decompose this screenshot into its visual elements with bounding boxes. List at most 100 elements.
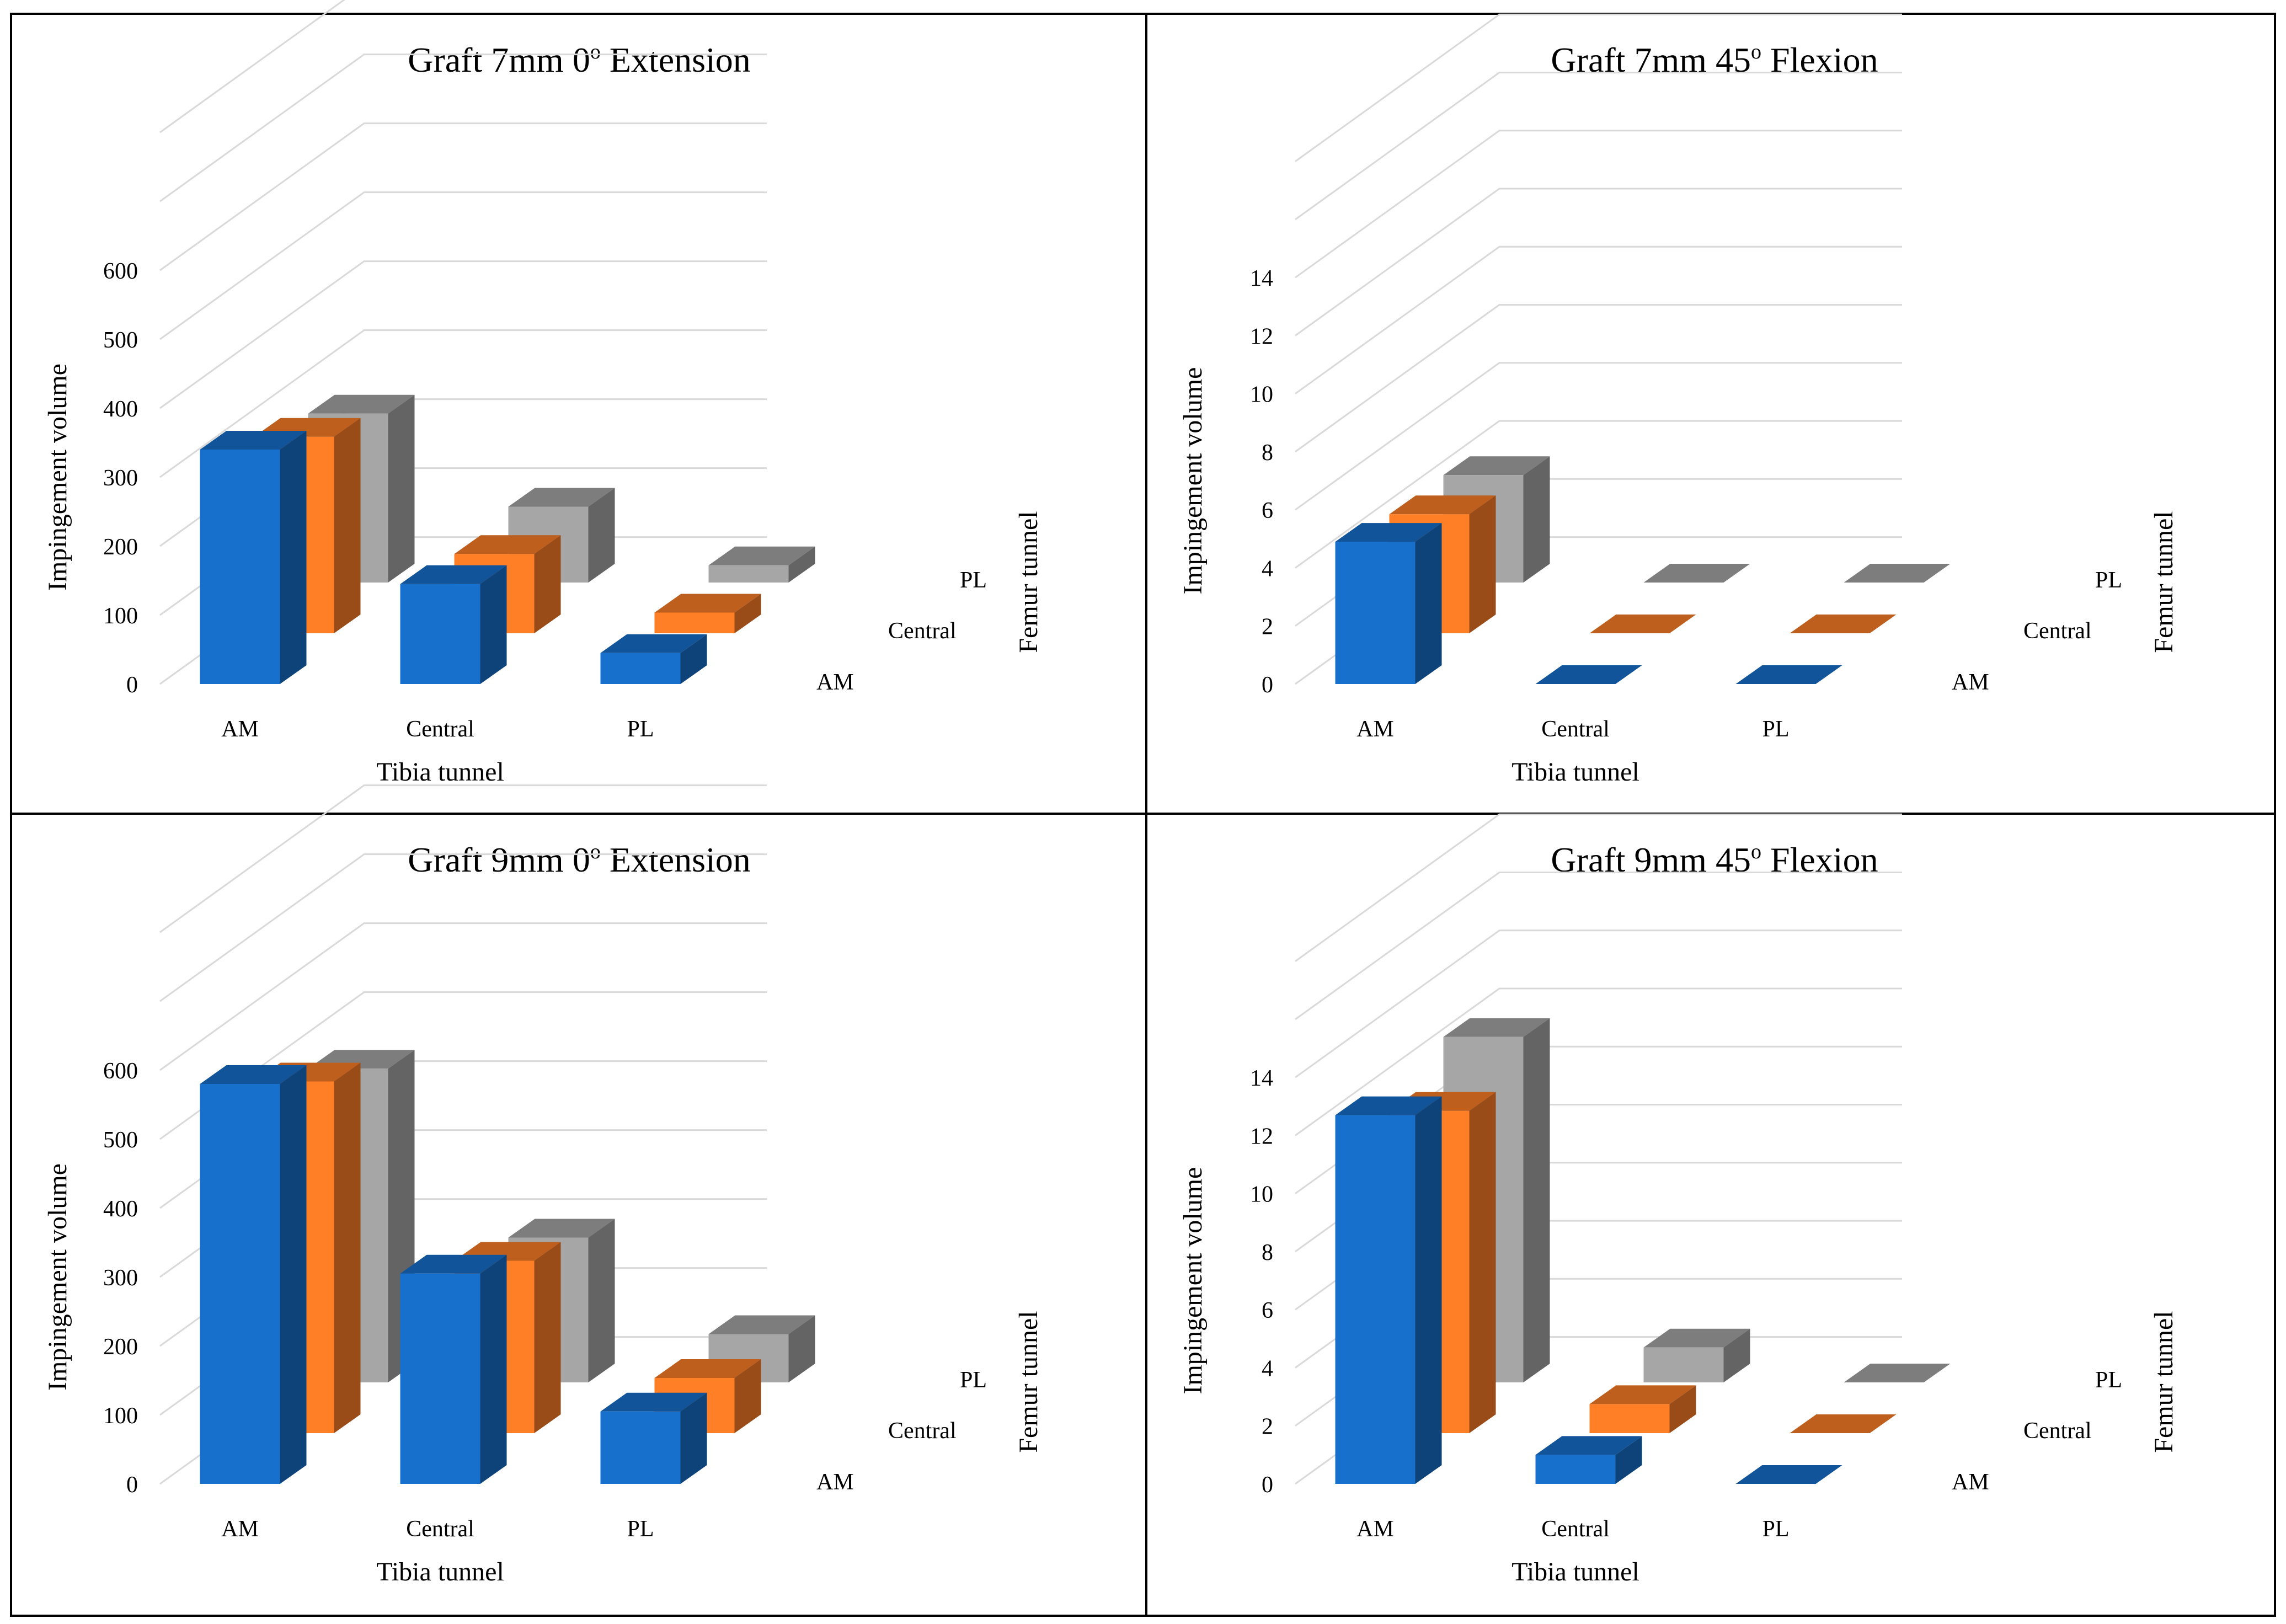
depth-row-label: Central	[888, 1418, 957, 1444]
y-tick-label: 6	[1262, 498, 1273, 523]
chart-title: Graft 9mm 0o Extension	[408, 840, 751, 879]
chart-panel-4: Graft 9mm 45o Flexion 0 2 4 6 8 10 12 14 Impingem…	[1178, 813, 2178, 1586]
bar-front	[1335, 1115, 1416, 1484]
bar-top	[1844, 1364, 1951, 1382]
bar-front	[600, 1411, 681, 1484]
x-category-label: Central	[1541, 717, 1610, 742]
bar-top	[1589, 1385, 1696, 1404]
bar-am-am	[1335, 1096, 1442, 1484]
y-axis-label: Impingement volume	[1178, 367, 1208, 595]
x-category-label: AM	[221, 1516, 259, 1542]
gridline	[159, 784, 767, 933]
bar-side	[1615, 1436, 1642, 1484]
bar-pl-pl	[1844, 1364, 1951, 1382]
bar-am-am	[200, 431, 307, 684]
depth-row-label: AM	[1952, 1470, 1989, 1495]
depth-row-label: AM	[816, 1470, 854, 1495]
depth-row-label: AM	[816, 670, 854, 695]
x-category-label: Central	[406, 1516, 474, 1542]
bar-top	[708, 1315, 815, 1334]
chart-title-main: Graft 7mm 0	[408, 40, 590, 79]
bar-am-pl	[600, 634, 707, 684]
gridline	[1295, 813, 1902, 962]
gridline	[159, 329, 767, 478]
gridline	[159, 853, 767, 1002]
gridline	[1295, 245, 1902, 394]
x-category-label: Central	[1541, 1516, 1610, 1542]
y-tick-label: 300	[103, 466, 138, 491]
bar-top	[200, 1065, 307, 1084]
gridline	[1295, 420, 1902, 569]
y-tick-label: 6	[1262, 1298, 1273, 1323]
y-tick-label: 500	[103, 328, 138, 353]
bar-pl-pl	[1844, 564, 1951, 583]
bar-top	[1335, 523, 1442, 542]
chart-title-main: Graft 9mm 45	[1551, 840, 1751, 879]
bar-top	[508, 488, 615, 507]
y-tick-label: 100	[103, 603, 138, 629]
chart-title-superscript: o	[1751, 40, 1761, 63]
bar-top	[1535, 665, 1642, 684]
bar-top	[1389, 495, 1496, 515]
gridline	[1295, 872, 1902, 1021]
bar-front	[400, 584, 480, 684]
bar-front	[1643, 1347, 1724, 1382]
bar-side	[788, 1315, 815, 1382]
bar-top	[600, 1392, 707, 1412]
bar-am-am	[1335, 523, 1442, 684]
y-tick-label: 0	[1262, 672, 1273, 698]
y-tick-label: 0	[126, 672, 138, 698]
chart-title-main: Graft 7mm 45	[1551, 40, 1751, 79]
bar-side	[480, 1254, 507, 1484]
chart-title: Graft 7mm 0o Extension	[408, 40, 751, 79]
bar-side	[280, 1065, 307, 1484]
gridline	[1295, 304, 1902, 453]
bar-top	[308, 394, 415, 414]
x-axis-label: Tibia tunnel	[1511, 757, 1639, 787]
bar-side	[680, 1392, 707, 1484]
chart-title-rest: Flexion	[1761, 840, 1878, 879]
bar-am-pl	[600, 1392, 707, 1484]
bar-top	[508, 1219, 615, 1238]
bar-top	[1535, 1436, 1642, 1455]
gridline	[1295, 929, 1902, 1078]
depth-row-label: Central	[2023, 618, 2092, 644]
bar-side	[680, 634, 707, 684]
depth-row-label: Central	[888, 618, 957, 644]
depth-row-label: Central	[2023, 1418, 2092, 1444]
depth-row-label: PL	[2095, 1367, 2122, 1393]
bar-side	[588, 1219, 615, 1382]
bar-am-pl	[1735, 1465, 1842, 1484]
x-category-label: Central	[406, 717, 474, 742]
y-tick-label: 12	[1250, 1124, 1273, 1149]
y-tick-label: 200	[103, 535, 138, 560]
bar-side	[1523, 1018, 1550, 1382]
bar-central-pl	[654, 594, 761, 633]
y-tick-label: 2	[1262, 1414, 1273, 1440]
y-tick-label: 4	[1262, 1356, 1273, 1381]
chart-title: Graft 9mm 45o Flexion	[1551, 840, 1878, 879]
bar-front	[708, 565, 789, 583]
depth-row-label: PL	[960, 1367, 987, 1393]
bar-top	[1643, 1328, 1750, 1348]
bar-front	[1589, 1404, 1670, 1433]
y-tick-label: 300	[103, 1265, 138, 1291]
bar-front	[600, 653, 681, 684]
bar-top	[400, 565, 507, 584]
bar-am-central	[1535, 665, 1642, 684]
bar-top	[400, 1254, 507, 1274]
bar-pl-central	[1643, 564, 1750, 583]
z-axis-label: Femur tunnel	[1014, 511, 1043, 653]
bar-side	[534, 535, 561, 633]
x-axis-label: Tibia tunnel	[1511, 1557, 1639, 1586]
x-axis-label: Tibia tunnel	[376, 757, 504, 787]
x-category-label: AM	[1356, 717, 1394, 742]
chart-panel-3: Graft 9mm 0o Extension 0 100 200 300 400 500 60…	[43, 784, 1043, 1586]
bar-side	[788, 546, 815, 583]
gridline	[1295, 362, 1902, 511]
bar-top	[1443, 1018, 1550, 1037]
bar-side	[734, 594, 761, 633]
chart-title: Graft 7mm 45o Flexion	[1551, 40, 1878, 79]
y-tick-label: 2	[1262, 615, 1273, 640]
